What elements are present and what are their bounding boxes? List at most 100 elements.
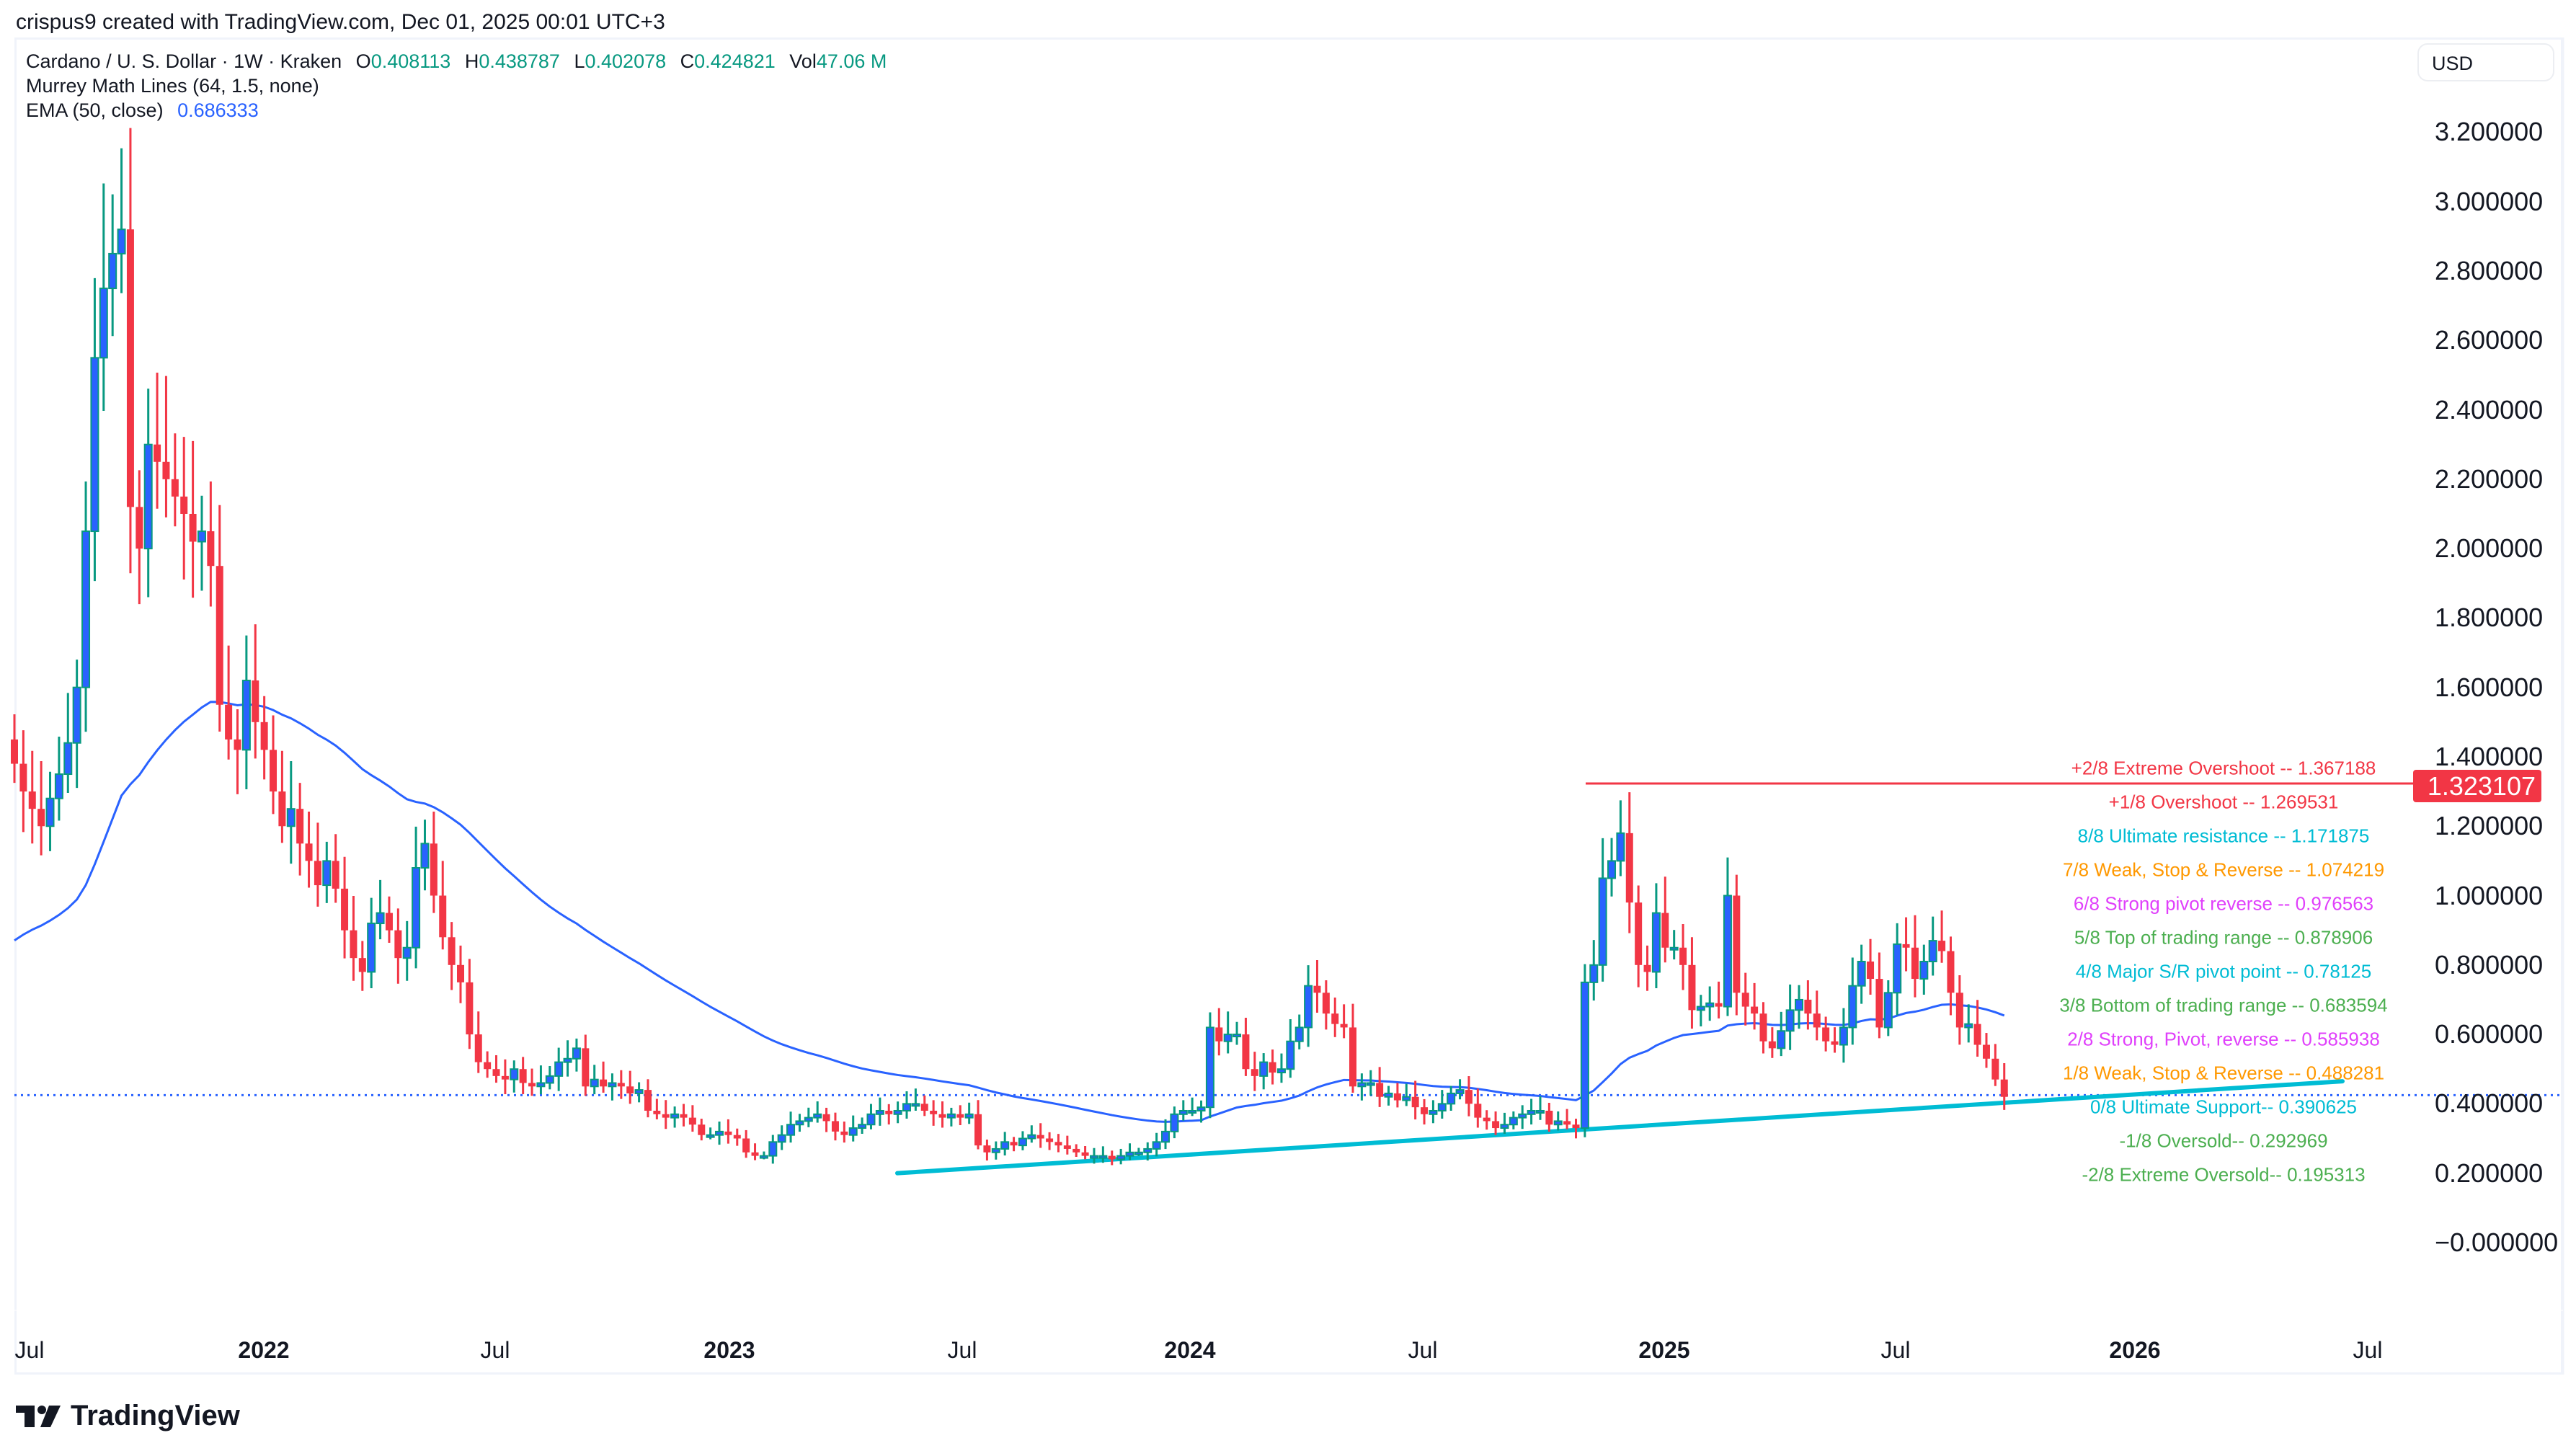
bearish-candle [1991,1058,1999,1080]
bullish-candle [1919,960,1929,980]
murrey-indicator-title[interactable]: Murrey Math Lines (64, 1.5, none) [26,75,319,97]
bearish-candle [938,1114,946,1118]
time-axis-tick: 2025 [1638,1337,1690,1363]
bearish-candle [1875,979,1883,1028]
bullish-candle [1000,1141,1010,1150]
murrey-level-label: 3/8 Bottom of trading range -- 0.683594 [2059,994,2388,1016]
bearish-candle [358,958,366,972]
bullish-candle [1795,998,1803,1011]
bullish-candle [1286,1040,1295,1070]
symbol-title[interactable]: Cardano / U. S. Dollar · 1W · Kraken [26,50,342,72]
bearish-candle [270,750,277,792]
bearish-candle [930,1110,938,1114]
bullish-candle [286,808,296,827]
murrey-level-label: +1/8 Overshoot -- 1.269531 [2108,791,2339,813]
bullish-candle [795,1120,804,1126]
symbol-row[interactable]: Cardano / U. S. Dollar · 1W · Kraken O0.… [26,49,887,74]
time-axis-tick: Jul [480,1337,510,1363]
bullish-candle [420,843,430,869]
vol-value: 47.06 M [816,50,887,72]
bullish-candle [1366,1082,1375,1086]
rising-trendline[interactable] [895,1079,2345,1176]
bearish-candle [1822,1027,1830,1042]
bullish-candle [1152,1141,1161,1150]
bullish-candle [81,531,91,688]
bearish-candle [1269,1062,1276,1073]
bearish-candle [484,1062,492,1070]
bullish-candle [90,357,99,533]
bullish-candle [1527,1109,1536,1115]
bearish-candle [457,964,464,982]
bullish-candle [241,680,251,751]
price-axis-tick: 1.400000 [2435,741,2544,771]
price-axis-tick: 2.000000 [2435,533,2544,564]
low-value: 0.402078 [585,50,667,72]
bearish-candle [278,791,286,827]
bullish-candle [1651,912,1661,973]
bullish-candle [813,1113,822,1119]
bearish-candle [350,930,357,959]
bearish-candle [216,566,223,705]
bearish-candle [430,843,438,896]
ema-indicator-title[interactable]: EMA (50, close) [26,99,164,121]
bullish-candle [1616,832,1625,862]
bullish-candle [554,1061,564,1077]
bullish-candle [1402,1096,1411,1101]
trendline-segment[interactable] [895,1079,2345,1176]
bullish-candle [54,773,63,799]
bullish-candle [572,1047,581,1060]
bullish-candle [1723,895,1732,1008]
bearish-candle [305,843,313,861]
bearish-candle [1081,1152,1089,1156]
bearish-candle [519,1069,527,1083]
bearish-candle [644,1090,652,1111]
price-axis-tick: 2.400000 [2435,394,2544,425]
bullish-candle [1429,1109,1438,1115]
bullish-candle [1777,1030,1786,1049]
ema-indicator-row[interactable]: EMA (50, close) 0.686333 [26,98,887,123]
bearish-candle [1751,1006,1759,1014]
murrey-indicator-row[interactable]: Murrey Math Lines (64, 1.5, none) [26,74,887,98]
bullish-candle [1669,946,1679,951]
bullish-candle [376,912,385,925]
bearish-candle [1902,944,1910,948]
bearish-candle [252,680,259,722]
murrey-level-label: 1/8 Weak, Stop & Reverse -- 0.488281 [2062,1062,2385,1084]
bullish-candle [768,1141,778,1157]
bearish-candle [1831,1041,1839,1045]
bullish-candle [510,1068,519,1080]
high-value: 0.438787 [479,50,560,72]
bearish-candle [1474,1104,1482,1118]
price-axis-tick: 3.000000 [2435,186,2544,216]
candlestick-series [11,128,2008,1166]
bearish-candle [1973,1024,1981,1045]
bearish-candle [840,1131,848,1135]
bullish-candle [1589,964,1599,983]
bullish-candle [1437,1103,1447,1111]
price-axis-tick: 1.600000 [2435,672,2544,702]
bullish-candle [1455,1089,1465,1094]
bearish-candle [37,809,45,827]
bearish-candle [474,1034,482,1062]
bullish-candle [875,1109,884,1115]
tradingview-logo[interactable]: TradingView [16,1400,240,1432]
currency-button[interactable]: USD [2417,43,2554,81]
bullish-candle [911,1103,920,1107]
bearish-candle [1768,1041,1776,1049]
bearish-candle [831,1121,839,1132]
bullish-candle [1893,943,1902,994]
bearish-candle [822,1114,830,1122]
bullish-candle [563,1057,572,1063]
bullish-candle [1553,1120,1563,1126]
bearish-candle [492,1069,500,1076]
bearish-candle [1982,1044,1990,1059]
murrey-level-label: 5/8 Top of trading range -- 0.878906 [2074,926,2373,949]
open-value: 0.408113 [370,50,451,72]
time-axis-tick: Jul [1880,1337,1911,1363]
price-axis-tick: 2.600000 [2435,325,2544,355]
bullish-candle [1928,940,1937,962]
price-axis-tick: 0.600000 [2435,1019,2544,1049]
open-label: O [355,50,371,72]
bullish-candle [1116,1155,1126,1160]
